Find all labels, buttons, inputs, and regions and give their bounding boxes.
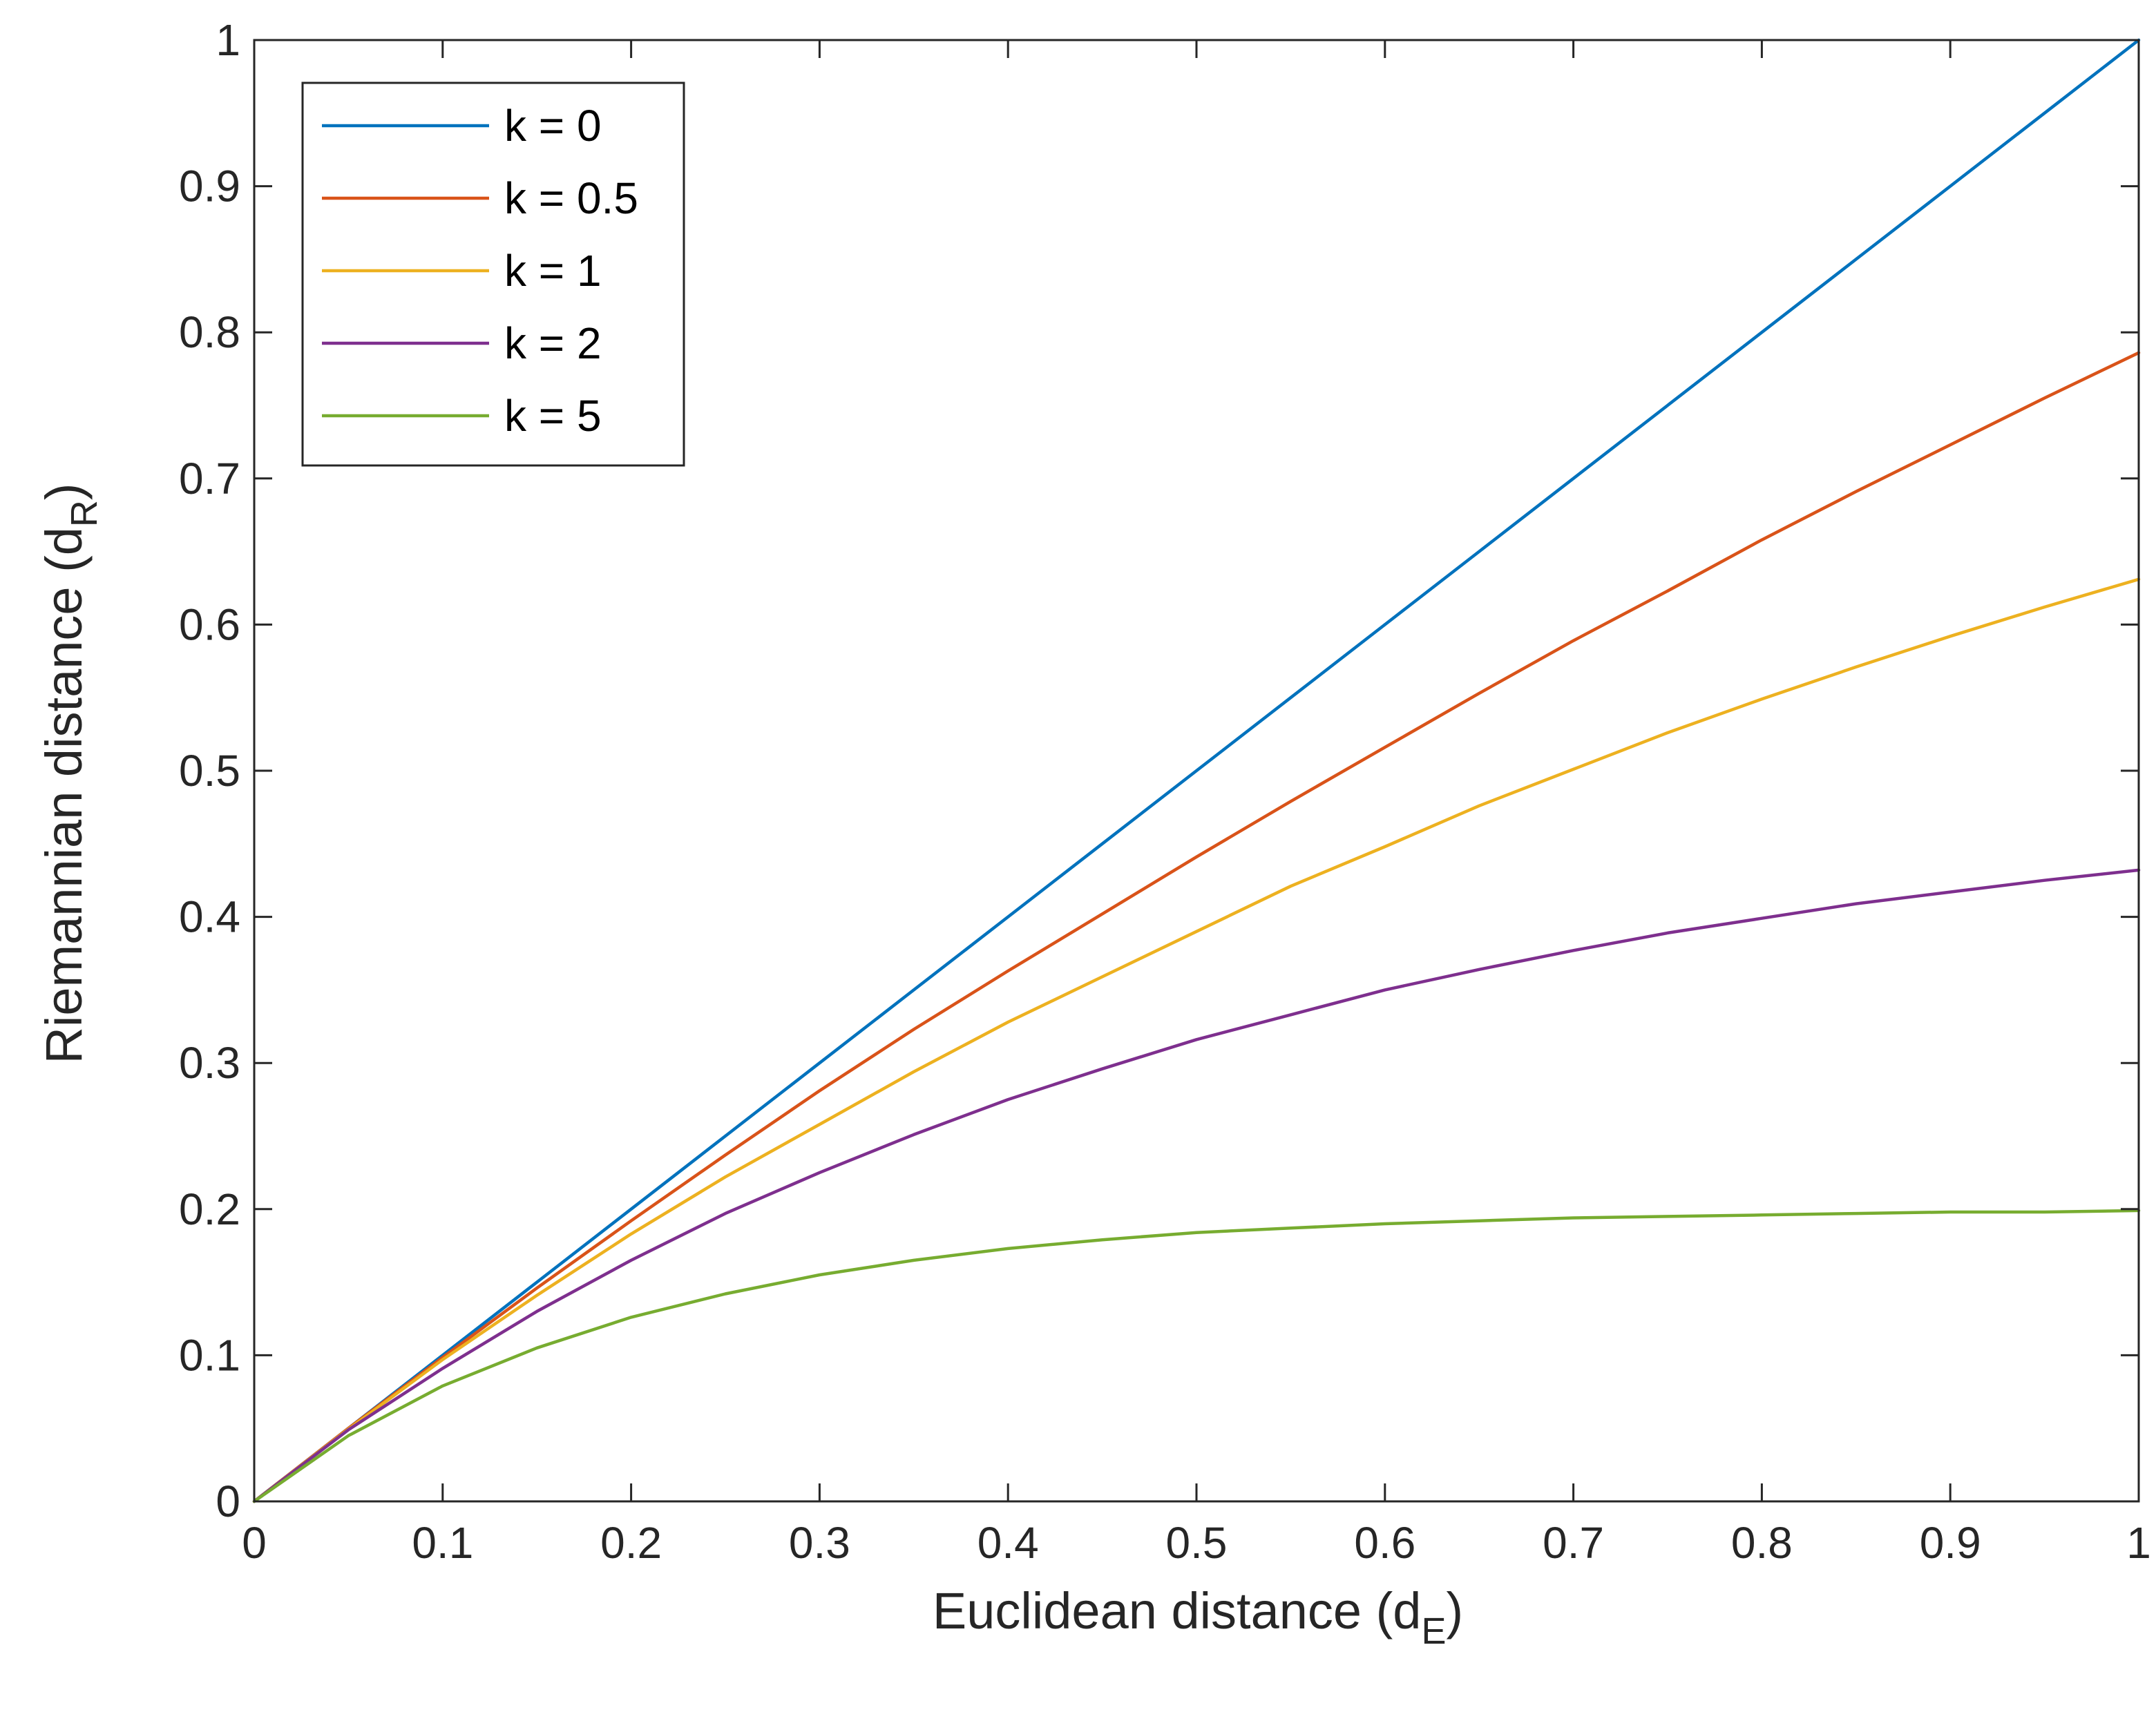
series-line-2 — [252, 577, 2141, 1503]
x-tick-label: 0 — [242, 1518, 267, 1568]
legend-label-0: k = 0 — [504, 101, 602, 151]
y-tick-label: 0.9 — [179, 162, 240, 211]
y-tick-label: 0.2 — [179, 1184, 240, 1234]
y-tick-label: 0.1 — [179, 1330, 240, 1380]
legend-label-1: k = 0.5 — [504, 173, 638, 223]
series-line-3 — [252, 868, 2141, 1503]
x-axis-label-close: ) — [1446, 1582, 1463, 1640]
y-axis-label-close: ) — [35, 483, 93, 500]
x-tick-label: 0.6 — [1354, 1518, 1415, 1568]
x-tick-label: 0.5 — [1166, 1518, 1228, 1568]
y-tick-label: 0.5 — [179, 746, 240, 796]
y-axis-label-main: Riemannian distance (d — [35, 527, 93, 1064]
series-group — [252, 38, 2141, 1503]
x-tick-label: 1 — [2126, 1518, 2151, 1568]
legend-box — [301, 81, 685, 467]
y-tick-label: 0.3 — [179, 1038, 240, 1088]
x-tick-label: 0.9 — [1920, 1518, 1981, 1568]
x-tick-label: 0.2 — [600, 1518, 662, 1568]
y-axis-ticks: 0 0.1 0.2 0.3 0.4 0.5 0.6 0.7 0.8 0.9 1 — [179, 15, 2139, 1526]
legend-label-4: k = 5 — [504, 391, 602, 441]
x-tick-label: 0.4 — [977, 1518, 1039, 1568]
legend-label-2: k = 1 — [504, 246, 602, 296]
x-axis-label-main: Euclidean distance (d — [933, 1582, 1422, 1640]
series-line-1 — [252, 351, 2141, 1503]
legend: k = 0 k = 0.5 k = 1 k = 2 k = 5 — [301, 81, 685, 467]
x-tick-label: 0.1 — [412, 1518, 473, 1568]
y-tick-label: 0.6 — [179, 599, 240, 649]
x-axis-label: Euclidean distance (dE) — [933, 1582, 1463, 1652]
y-axis-label: Riemannian distance (dR) — [35, 483, 105, 1064]
y-tick-label: 0.4 — [179, 892, 240, 942]
y-tick-label: 1 — [216, 15, 240, 65]
series-line-0 — [252, 38, 2141, 1503]
y-tick-label: 0.8 — [179, 307, 240, 357]
y-tick-label: 0.7 — [179, 454, 240, 503]
series-line-4 — [252, 1209, 2141, 1503]
legend-label-3: k = 2 — [504, 318, 602, 368]
x-axis-label-subscript: E — [1421, 1611, 1446, 1652]
y-tick-label: 0 — [216, 1477, 240, 1526]
x-tick-label: 0.7 — [1543, 1518, 1604, 1568]
x-tick-label: 0.8 — [1731, 1518, 1793, 1568]
x-tick-label: 0.3 — [789, 1518, 850, 1568]
y-axis-label-subscript: R — [64, 500, 105, 527]
x-axis-ticks: 0 0.1 0.2 0.3 0.4 0.5 0.6 0.7 0.8 0.9 1 — [242, 40, 2151, 1568]
